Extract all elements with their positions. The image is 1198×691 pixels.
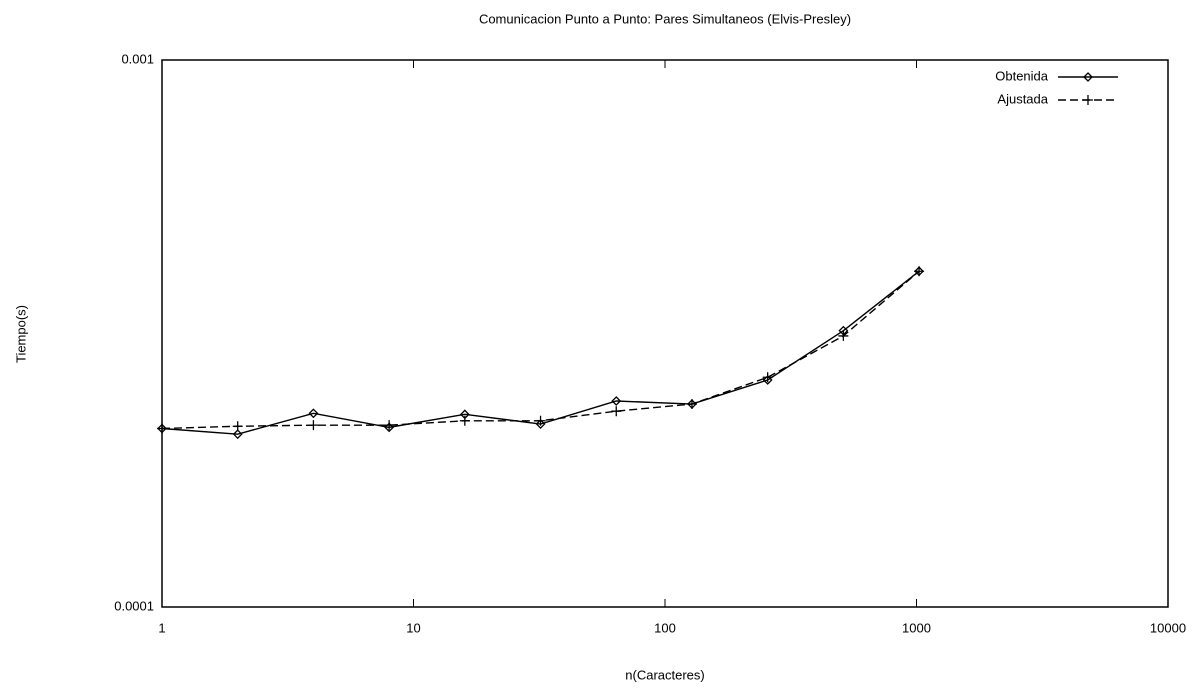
plot-frame: [161, 59, 1169, 608]
x-tick-label: 100: [654, 620, 676, 635]
series-line: [161, 270, 920, 435]
point-marker: [686, 399, 697, 410]
point-marker: [611, 396, 622, 406]
point-marker: [308, 408, 319, 419]
point-marker: [535, 415, 546, 426]
point-marker: [232, 421, 243, 432]
point-marker: [611, 406, 622, 417]
chart-title: Comunicacion Punto a Punto: Pares Simult…: [479, 11, 851, 26]
legend-marker: [1083, 72, 1093, 82]
point-marker: [384, 420, 395, 431]
point-marker: [157, 423, 167, 434]
y-tick-label: 0.001: [121, 51, 154, 66]
x-tick-label: 10000: [1150, 620, 1186, 635]
x-axis-label: n(Caracteres): [625, 667, 704, 682]
y-axis-label: Tiempo(s): [13, 305, 28, 363]
x-tick-label: 1000: [902, 620, 931, 635]
point-marker: [232, 429, 243, 440]
point-marker: [762, 372, 773, 383]
point-marker: [762, 375, 773, 385]
legend-label: Obtenida: [995, 68, 1049, 83]
x-tick-label: 10: [406, 620, 420, 635]
legend-marker: [1083, 95, 1093, 105]
series-line: [161, 270, 920, 430]
x-tick-label: 1: [158, 620, 165, 635]
legend-label: Ajustada: [997, 91, 1048, 106]
point-marker: [535, 419, 546, 429]
point-marker: [914, 266, 925, 277]
point-marker: [459, 415, 470, 426]
y-tick-label: 0.0001: [114, 598, 154, 613]
point-marker: [308, 420, 319, 431]
point-marker: [838, 330, 849, 341]
point-marker: [384, 422, 395, 433]
